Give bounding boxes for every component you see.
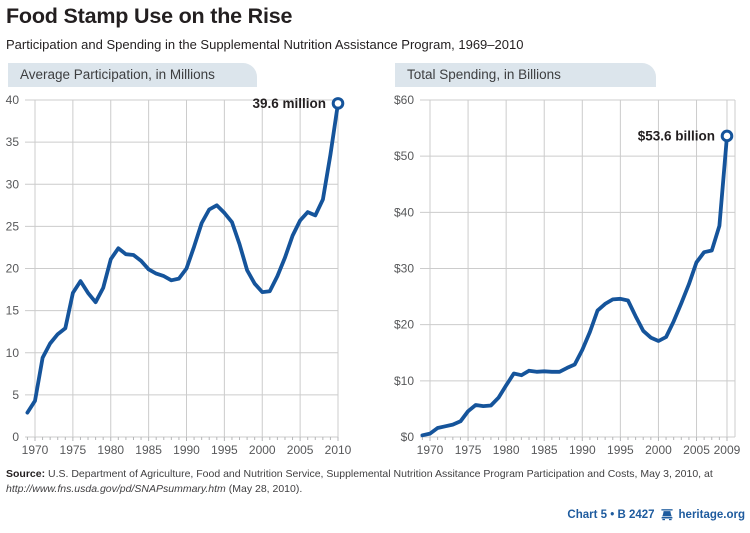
participation-panel-title: Average Participation, in Millions [20,67,215,82]
svg-text:2005: 2005 [683,443,710,457]
svg-text:2010: 2010 [325,443,352,457]
svg-text:$20: $20 [394,318,414,332]
spending-panel-header: Total Spending, in Billions [395,63,656,87]
heritage-bell-icon [660,509,673,521]
svg-text:1970: 1970 [22,443,49,457]
svg-text:$0: $0 [401,430,415,444]
svg-text:39.6 million: 39.6 million [252,96,326,111]
svg-text:2005: 2005 [287,443,314,457]
heritage-link[interactable]: heritage.org [678,508,745,521]
svg-text:$53.6 billion: $53.6 billion [638,128,715,143]
svg-text:1970: 1970 [417,443,444,457]
svg-text:35: 35 [6,135,20,149]
svg-text:40: 40 [6,93,20,107]
svg-text:2000: 2000 [645,443,672,457]
source-label: Source: [6,468,46,480]
spending-panel-title: Total Spending, in Billions [407,67,561,82]
svg-text:$40: $40 [394,205,414,219]
footer: Chart 5 • B 2427 heritage.org [567,508,745,521]
spending-chart: $0 $10 $20 $30 $40 $50 $60 1970 1975 1980 1985 1990… [394,93,741,457]
source-suffix: (May 28, 2010). [225,483,303,496]
svg-text:20: 20 [6,262,20,276]
svg-text:$10: $10 [394,374,414,388]
svg-text:10: 10 [6,346,20,360]
page-subtitle: Participation and Spending in the Supple… [6,37,524,52]
source-note: Source: U.S. Department of Agriculture, … [6,467,738,497]
page-title: Food Stamp Use on the Rise [6,4,293,28]
svg-text:1990: 1990 [173,443,200,457]
svg-text:25: 25 [6,219,20,233]
svg-text:1985: 1985 [135,443,162,457]
chart-reference: Chart 5 • B 2427 [567,508,655,521]
svg-text:1995: 1995 [607,443,634,457]
svg-text:$60: $60 [394,93,414,107]
svg-text:0: 0 [12,430,19,444]
svg-text:15: 15 [6,304,20,318]
svg-text:1975: 1975 [60,443,87,457]
svg-text:5: 5 [12,388,19,402]
source-url: http://www.fns.usda.gov/pd/SNAPsummary.h… [6,483,226,496]
svg-text:1980: 1980 [493,443,520,457]
participation-panel-header: Average Participation, in Millions [8,63,257,87]
svg-text:$50: $50 [394,149,414,163]
svg-text:$30: $30 [394,262,414,276]
source-text: U.S. Department of Agriculture, Food and… [45,468,713,480]
svg-text:1990: 1990 [569,443,596,457]
svg-text:1985: 1985 [531,443,558,457]
svg-text:1980: 1980 [97,443,124,457]
svg-text:2009: 2009 [714,443,741,457]
svg-text:1995: 1995 [211,443,238,457]
participation-chart: 0 5 10 15 20 25 30 35 40 1970 1975 1980 1985 1990 1995… [6,93,352,457]
svg-text:2000: 2000 [249,443,276,457]
svg-text:1975: 1975 [455,443,482,457]
svg-text:30: 30 [6,177,20,191]
